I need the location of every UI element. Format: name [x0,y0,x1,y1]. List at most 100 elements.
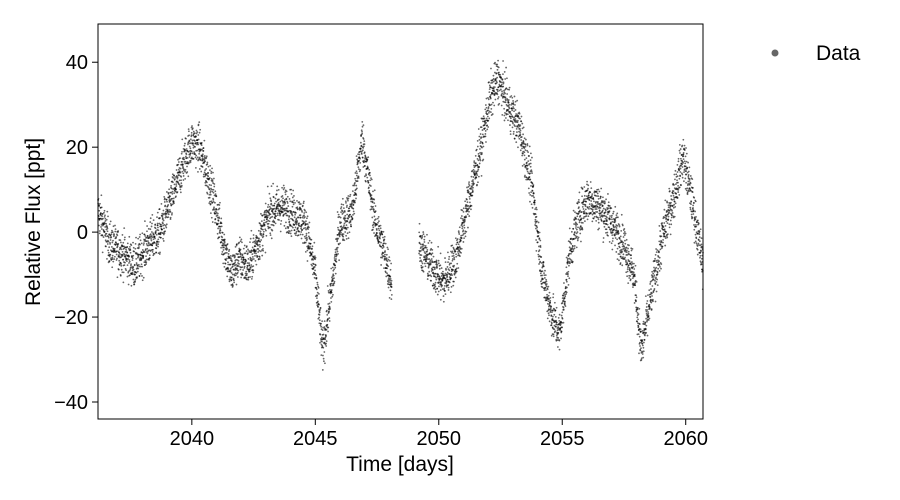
data-point [618,225,621,228]
data-point [188,156,191,158]
data-point [673,200,676,203]
data-point [466,210,469,213]
data-point [659,265,661,268]
data-point [504,112,506,114]
data-point [207,186,210,189]
data-point [467,183,470,185]
data-point [434,266,436,269]
data-point [698,233,701,236]
data-point [699,255,702,257]
data-point [300,227,302,230]
data-point [625,238,628,241]
data-point [130,266,133,269]
data-point [288,198,291,200]
data-point [476,158,479,160]
data-point [358,159,361,162]
data-point [327,330,329,333]
data-point [299,203,302,205]
data-point [345,228,348,231]
data-point [216,232,219,235]
data-point [355,197,357,200]
data-point [651,292,653,295]
data-point [526,149,529,152]
data-point [258,237,260,240]
data-point [630,254,632,257]
data-point [187,175,190,178]
data-point [655,248,657,250]
data-point [663,228,666,231]
data-point [468,207,471,209]
data-point [133,283,136,286]
data-point [384,253,386,256]
data-point [550,324,553,327]
data-point [696,245,699,247]
data-point [604,201,606,204]
data-point [222,262,225,265]
data-point [479,140,482,143]
data-point [545,280,548,283]
data-point [479,151,482,154]
data-point [100,212,102,215]
data-point [645,324,648,327]
data-point [597,198,600,200]
data-point [488,88,491,91]
data-point [99,217,102,220]
data-point [521,154,524,157]
data-point [318,316,320,319]
data-point [387,265,390,268]
data-point [248,262,251,264]
data-point [211,201,214,204]
data-point [316,291,319,294]
data-point [208,196,211,199]
data-point [682,138,685,141]
data-point [487,119,490,122]
data-point [139,265,142,268]
data-point [424,265,427,268]
data-point [454,250,457,253]
data-point [656,271,659,274]
data-point [139,233,142,236]
data-point [450,277,452,279]
data-point [337,213,340,216]
data-point [361,132,364,135]
data-point [644,334,646,337]
data-point [101,251,104,254]
data-point [369,195,372,198]
data-point [511,96,514,99]
data-point [294,234,297,237]
data-point [603,200,606,203]
data-point [630,257,632,260]
data-point [627,247,629,250]
data-point [380,246,383,248]
data-point [242,256,245,259]
data-point [673,173,676,176]
data-point [512,122,514,125]
data-point [680,184,682,187]
data-point [427,258,429,261]
data-point [146,225,149,227]
data-point [324,362,326,365]
data-point [668,190,671,192]
data-point [288,215,291,217]
data-point [578,191,581,194]
data-point [464,200,467,203]
data-point [676,175,679,178]
data-point [279,204,282,207]
data-point [126,275,129,278]
data-point [669,233,672,236]
data-point [472,182,475,185]
data-point [177,168,180,171]
data-point [466,201,469,204]
data-point [475,176,478,179]
data-point [692,204,695,207]
data-point [599,207,602,209]
data-point [138,275,141,277]
data-point [568,227,571,230]
data-point [184,168,187,171]
data-point [592,217,595,220]
data-point [248,268,251,271]
data-point [336,238,339,241]
data-point [192,130,195,133]
data-point [240,238,243,241]
data-point [106,230,109,233]
